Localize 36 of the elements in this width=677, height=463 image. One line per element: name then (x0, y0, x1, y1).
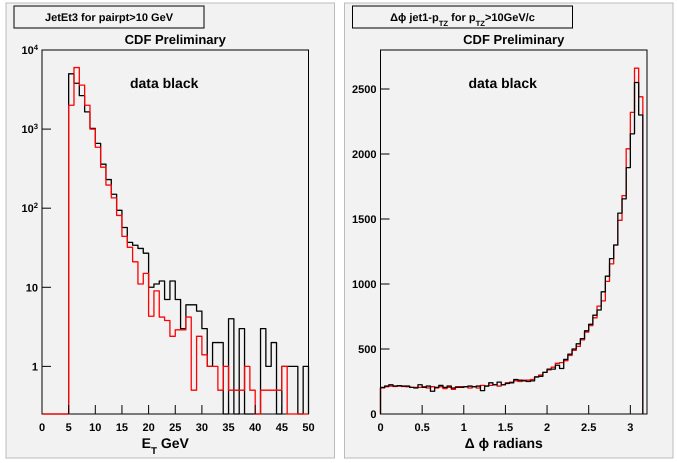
y-tick-label: 2000 (352, 149, 376, 161)
x-tick-label: 20 (142, 422, 155, 434)
x-tick-label: 45 (276, 422, 288, 434)
y-tick-label: 10$^{2}$ (21, 200, 38, 216)
x-tick-label: 0.5 (414, 422, 430, 434)
x-tick-label: 25 (169, 422, 182, 434)
y-tick-label: 10$^{3}$ (21, 122, 38, 136)
annotation: data black (468, 75, 538, 91)
x-tick-label: 1.5 (498, 422, 514, 434)
annotation: data black (130, 75, 199, 91)
x-tick-label: 1 (460, 422, 467, 434)
x-tick-label: 35 (222, 422, 235, 434)
x-tick-label: 30 (196, 422, 208, 434)
y-tick-label: 10$^{4}$ (21, 42, 39, 57)
y-tick-label: 0 (370, 409, 376, 421)
chart-title: JetEt3 for pairpt>10 GeV (44, 12, 174, 24)
x-tick-label: 2.5 (581, 422, 596, 434)
x-axis-title: Δ ϕ radians (464, 435, 544, 451)
y-tick-label: 10 (26, 282, 38, 294)
x-tick-label: 2 (544, 422, 550, 434)
x-tick-label: 3 (627, 422, 634, 434)
y-tick-label: 2500 (352, 84, 376, 96)
chart-subtitle: CDF Preliminary (463, 32, 566, 47)
y-tick-label: 1000 (352, 279, 376, 291)
x-axis-title: E$_{T}$ GeV (142, 435, 190, 456)
x-tick-label: 50 (302, 422, 315, 434)
chart-title: Δϕ jet1-p$_{TZ}$ for p$_{TZ}$>10GeV/c (390, 12, 535, 28)
x-tick-label: 10 (89, 422, 102, 434)
x-tick-label: 5 (66, 422, 72, 434)
y-tick-label: 1500 (352, 214, 376, 226)
x-tick-label: 15 (116, 422, 128, 434)
x-tick-label: 40 (249, 422, 262, 434)
chart-subtitle: CDF Preliminary (124, 32, 227, 47)
y-tick-label: 1 (32, 361, 38, 374)
x-tick-label: 0 (377, 422, 384, 434)
y-tick-label: 500 (358, 344, 376, 356)
